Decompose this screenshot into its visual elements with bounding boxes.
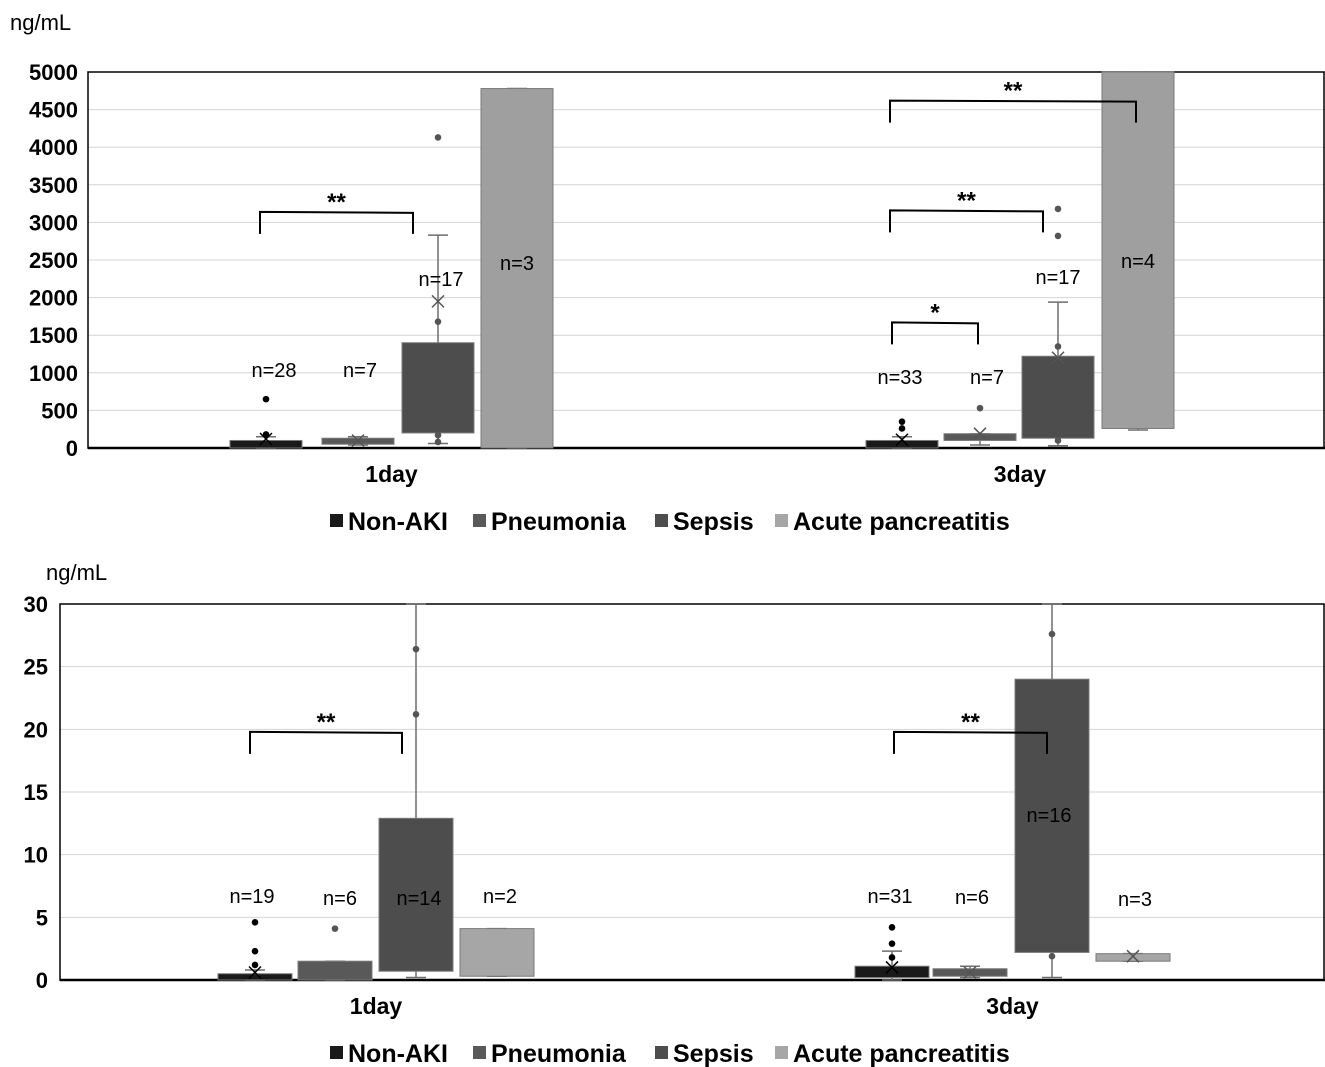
- outlier-point: [435, 439, 442, 446]
- y-tick-label: 1500: [29, 323, 78, 348]
- y-tick-label: 25: [24, 655, 48, 680]
- n-label: n=17: [418, 269, 463, 291]
- outlier-point: [1055, 437, 1062, 444]
- legend-swatch: [775, 1046, 788, 1059]
- n-label: n=7: [343, 360, 377, 382]
- box-non-aki: [218, 974, 292, 980]
- y-tick-label: 20: [24, 717, 48, 742]
- box-sepsis: [1022, 356, 1094, 438]
- outlier-point: [435, 134, 442, 141]
- y-tick-label: 4000: [29, 135, 78, 160]
- box-pneumonia: [298, 961, 372, 980]
- box-sepsis: [402, 343, 474, 433]
- outlier-point: [1049, 953, 1056, 960]
- n-label: n=2: [483, 886, 517, 908]
- outlier-point: [252, 962, 259, 969]
- y-tick-label: 0: [66, 436, 78, 461]
- outlier-point: [889, 924, 896, 931]
- y-tick-label: 5000: [29, 60, 78, 85]
- significance-label: **: [957, 187, 976, 214]
- significance-label: **: [327, 189, 346, 216]
- legend-label: Sepsis: [673, 508, 754, 536]
- outlier-point: [413, 711, 420, 718]
- n-label: n=3: [500, 253, 534, 275]
- n-label: n=4: [1121, 251, 1155, 273]
- box-acute-pancreatitis: [1096, 954, 1170, 962]
- legend-label: Acute pancreatitis: [793, 508, 1010, 536]
- legend-swatch: [655, 1046, 668, 1059]
- legend-swatch: [473, 514, 486, 527]
- y-tick-label: 0: [36, 968, 48, 993]
- box-non-aki: [230, 440, 302, 448]
- outlier-point: [899, 425, 906, 432]
- y-tick-label: 15: [24, 780, 48, 805]
- n-label: n=14: [396, 888, 441, 910]
- outlier-point: [1055, 206, 1062, 213]
- n-label: n=17: [1035, 267, 1080, 289]
- outlier-point: [977, 405, 984, 412]
- outlier-point: [435, 432, 442, 439]
- n-label: n=7: [970, 367, 1004, 389]
- y-tick-label: 10: [24, 843, 48, 868]
- n-label: n=16: [1026, 805, 1071, 827]
- n-label: n=3: [1118, 889, 1152, 911]
- legend-label: Acute pancreatitis: [793, 1040, 1010, 1067]
- legend-label: Non-AKI: [348, 508, 448, 536]
- x-category-label: 3day: [994, 461, 1047, 487]
- y-tick-label: 3000: [29, 210, 78, 235]
- outlier-point: [1049, 631, 1056, 638]
- n-label: n=19: [229, 886, 274, 908]
- outlier-point: [252, 919, 259, 926]
- y-tick-label: 30: [24, 592, 48, 617]
- y-tick-label: 500: [41, 398, 78, 423]
- outlier-point: [1055, 233, 1062, 240]
- y-unit-label: ng/mL: [46, 560, 107, 585]
- n-label: n=31: [867, 886, 912, 908]
- x-category-label: 3day: [986, 993, 1039, 1019]
- n-label: n=28: [251, 360, 296, 382]
- box-acute-pancreatitis: [460, 929, 534, 977]
- outlier-point: [252, 948, 259, 955]
- outlier-point: [1055, 343, 1062, 350]
- outlier-point: [435, 318, 442, 325]
- outlier-point: [413, 646, 420, 653]
- outlier-point: [899, 418, 906, 425]
- n-label: n=33: [877, 367, 922, 389]
- legend-label: Pneumonia: [491, 1040, 627, 1067]
- box-non-aki: [866, 440, 938, 448]
- n-label: n=6: [955, 887, 989, 909]
- outlier-point: [889, 954, 896, 961]
- legend-swatch: [655, 514, 668, 527]
- outlier-point: [332, 925, 339, 932]
- y-tick-label: 5: [36, 905, 48, 930]
- y-tick-label: 1000: [29, 361, 78, 386]
- chart-2: ng/mL 0 5 10 15 20 25 30 n=19 n=31 n=6 n=6 n=14 n=16 n…: [24, 560, 1325, 1067]
- legend-swatch: [330, 514, 343, 527]
- legend-swatch: [775, 514, 788, 527]
- y-tick-label: 3500: [29, 173, 78, 198]
- outlier-point: [263, 396, 270, 403]
- legend-swatch: [330, 1046, 343, 1059]
- significance-label: **: [317, 709, 336, 736]
- legend-label: Non-AKI: [348, 1040, 448, 1067]
- chart-1: ng/mL 0 500 1000 1500 2000 2500 3000 3500 4000 450…: [10, 10, 1325, 536]
- significance-label: **: [961, 709, 980, 736]
- y-tick-label: 4500: [29, 98, 78, 123]
- outlier-point: [263, 431, 270, 438]
- x-category-label: 1day: [365, 461, 418, 487]
- y-tick-label: 2500: [29, 248, 78, 273]
- outlier-point: [889, 940, 896, 947]
- significance-label: **: [1004, 78, 1023, 105]
- y-unit-label: ng/mL: [10, 10, 71, 35]
- n-label: n=6: [323, 888, 357, 910]
- significance-label: *: [930, 299, 940, 326]
- legend-label: Pneumonia: [491, 508, 627, 536]
- legend-swatch: [473, 1046, 486, 1059]
- legend-label: Sepsis: [673, 1040, 754, 1067]
- x-category-label: 1day: [350, 993, 403, 1019]
- y-tick-label: 2000: [29, 286, 78, 311]
